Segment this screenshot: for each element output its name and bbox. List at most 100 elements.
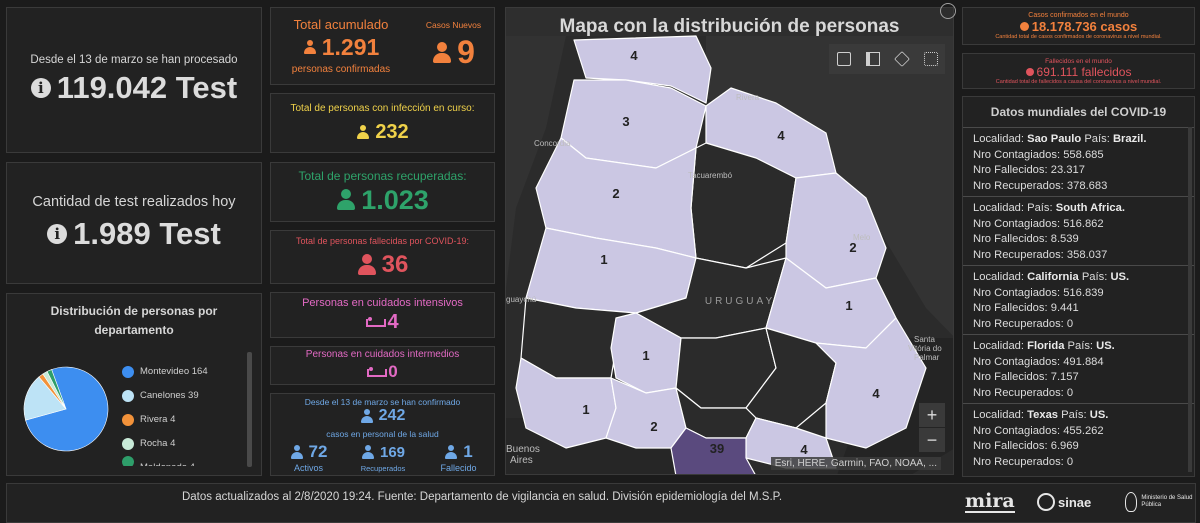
health-staff-active-row: 72 <box>281 442 336 462</box>
legend-item[interactable]: Canelones 39 <box>122 384 208 408</box>
map[interactable]: 4 3 4 2 2 1 1 1 1 2 4 4 39 Rivera Tacuarembó Melo Co… <box>505 7 954 475</box>
place-label-concordia: Concordia <box>534 139 571 148</box>
list-icon[interactable] <box>865 52 880 66</box>
recovered-label: Nro Recuperados: <box>973 248 1064 261</box>
map-toolbar <box>829 44 945 74</box>
pie-slice[interactable] <box>23 376 67 421</box>
person-icon <box>444 444 458 460</box>
sinae-logo-text: sinae <box>1058 494 1092 510</box>
tests-total-value: 119.042 Test <box>56 70 238 105</box>
deceased-value: 36 <box>381 250 409 278</box>
legend-swatch <box>122 414 134 426</box>
locality-label: Localidad: <box>973 340 1025 352</box>
argentina-land <box>506 36 566 288</box>
health-staff-active: 72 Activos <box>281 442 336 473</box>
world-item-location: Localidad: País: South Africa. <box>973 201 1184 217</box>
world-item-recovered: Nro Recuperados: 0 <box>973 317 1184 333</box>
recovered-label: Nro Recuperados: <box>973 317 1064 330</box>
legend-label: Maldonado 4 <box>140 456 195 466</box>
health-staff-subtitle: casos en personal de la salud <box>326 429 439 439</box>
msp-logo-text: Ministerio de Salud Pública <box>1141 495 1193 508</box>
recovered-value: 0 <box>1066 386 1074 399</box>
world-list-item[interactable]: Localidad: Texas País: US. Nro Contagiado… <box>963 403 1194 472</box>
region-count-rocha: 4 <box>872 386 880 401</box>
legend-item[interactable]: Montevideo 164 <box>122 360 208 384</box>
world-data-title: Datos mundiales del COVID-19 <box>990 105 1167 119</box>
pie-slice[interactable] <box>25 366 109 452</box>
tests-total-caption: Desde el 13 de marzo se han procesado <box>30 54 238 66</box>
zoom-out-button[interactable]: − <box>919 428 945 452</box>
deceased-title: Total de personas fallecidas por COVID-1… <box>295 235 470 246</box>
map-region-artigas[interactable] <box>573 35 712 104</box>
world-list-item[interactable]: Localidad: Florida País: US. Nro Contagia… <box>963 334 1194 403</box>
world-item-location: Localidad: California País: US. <box>973 270 1184 286</box>
legend-label: Montevideo 164 <box>140 366 208 377</box>
legend-label: Rivera 4 <box>140 414 176 425</box>
buenos-aires-line1: Buenos <box>506 444 540 455</box>
deceased-label: Nro Fallecidos: <box>973 302 1048 314</box>
person-icon <box>361 445 375 460</box>
recovered-title: Total de personas recuperadas: <box>298 168 467 183</box>
recovered-value: 358.037 <box>1066 248 1108 261</box>
person-icon <box>303 40 317 55</box>
region-count-colonia: 1 <box>582 402 589 417</box>
world-confirmed-value: 18.178.736 casos <box>1031 19 1138 34</box>
legend-swatch <box>122 456 134 466</box>
place-label-melo: Melo <box>853 233 871 242</box>
world-list-item[interactable]: Localidad: California País: US. Nro Conta… <box>963 265 1194 334</box>
recovered-value: 0 <box>1066 455 1074 468</box>
uruguay-map[interactable]: 4 3 4 2 2 1 1 1 1 2 4 4 39 Rivera Tacuarembó Melo Co… <box>506 8 954 475</box>
recovered-panel: Total de personas recuperadas: 1.023 <box>270 162 495 222</box>
region-count-montevideo: 39 <box>710 441 724 456</box>
legend-swatch <box>122 366 134 378</box>
world-list-scrollbar[interactable] <box>1188 127 1192 472</box>
health-staff-recovered: 169 Recuperados <box>353 444 413 473</box>
legend-item[interactable]: Maldonado 4 <box>122 456 208 466</box>
accumulated-title: Total acumulado <box>293 17 389 32</box>
world-item-infected: Nro Contagiados: 491.884 <box>973 355 1184 371</box>
person-icon <box>356 124 370 140</box>
fullscreen-icon[interactable] <box>940 3 956 19</box>
santa-vitoria-line3: Palmar <box>914 353 940 362</box>
region-count-rivera: 4 <box>777 128 785 143</box>
pie-slice[interactable] <box>46 369 67 410</box>
map-region-rocha[interactable] <box>815 317 927 449</box>
zoom-in-button[interactable]: + <box>919 403 945 427</box>
world-data-list[interactable]: Datos mundiales del COVID-19 Localidad: … <box>962 96 1195 477</box>
recovered-value: 378.683 <box>1066 179 1108 192</box>
health-staff-title: Desde el 13 de marzo se han confirmado <box>304 397 461 407</box>
info-icon <box>1019 22 1029 31</box>
world-list-item[interactable]: Localidad: País: South Africa. Nro Contag… <box>963 196 1194 265</box>
legend-label: Canelones 39 <box>140 390 199 401</box>
world-list-item[interactable]: Localidad: Sao Paulo País: Brazil. Nro Co… <box>963 127 1194 196</box>
map-attribution[interactable]: Esri, HERE, Garmin, FAO, NOAA, ... <box>770 457 941 470</box>
new-cases-value-row: 9 <box>416 34 491 71</box>
active-infections-panel: Total de personas con infección en curso… <box>270 93 495 153</box>
person-icon <box>432 41 452 64</box>
deceased-label: Nro Fallecidos: <box>973 164 1048 176</box>
basemap-gallery-icon[interactable] <box>923 52 938 66</box>
distribution-pie[interactable] <box>21 364 111 454</box>
map-region-montevideo[interactable] <box>670 427 756 475</box>
legend-item[interactable]: Rocha 4 <box>122 432 208 456</box>
tests-total-value-row: i 119.042 Test <box>30 70 238 106</box>
accumulated-panel: Total acumulado 1.291 personas confirmad… <box>270 7 495 85</box>
distribution-scrollbar[interactable] <box>247 352 252 467</box>
country-label: País: <box>1081 271 1108 283</box>
deceased-value: 8.539 <box>1050 233 1079 245</box>
country-label: País: <box>1027 202 1053 214</box>
person-icon <box>290 444 304 460</box>
accumulated-subtitle: personas confirmadas <box>291 64 391 75</box>
region-count-treinta-y-tres: 1 <box>845 298 852 313</box>
world-item-recovered: Nro Recuperados: 0 <box>973 455 1184 471</box>
home-icon[interactable] <box>836 52 851 66</box>
layers-icon[interactable] <box>893 51 910 67</box>
intermediate-care-panel: Personas en cuidados intermedios 0 <box>270 346 495 385</box>
world-confirmed-subtitle: Cantidad total de casos confirmados de c… <box>995 34 1162 40</box>
legend-item[interactable]: Rivera 4 <box>122 408 208 432</box>
bed-icon <box>366 317 387 327</box>
world-item-location: Localidad: Texas País: US. <box>973 408 1184 424</box>
intensive-care-panel: Personas en cuidados intensivos 4 <box>270 292 495 338</box>
distribution-legend: Montevideo 164 Canelones 39 Rivera 4 Rocha … <box>122 360 208 466</box>
